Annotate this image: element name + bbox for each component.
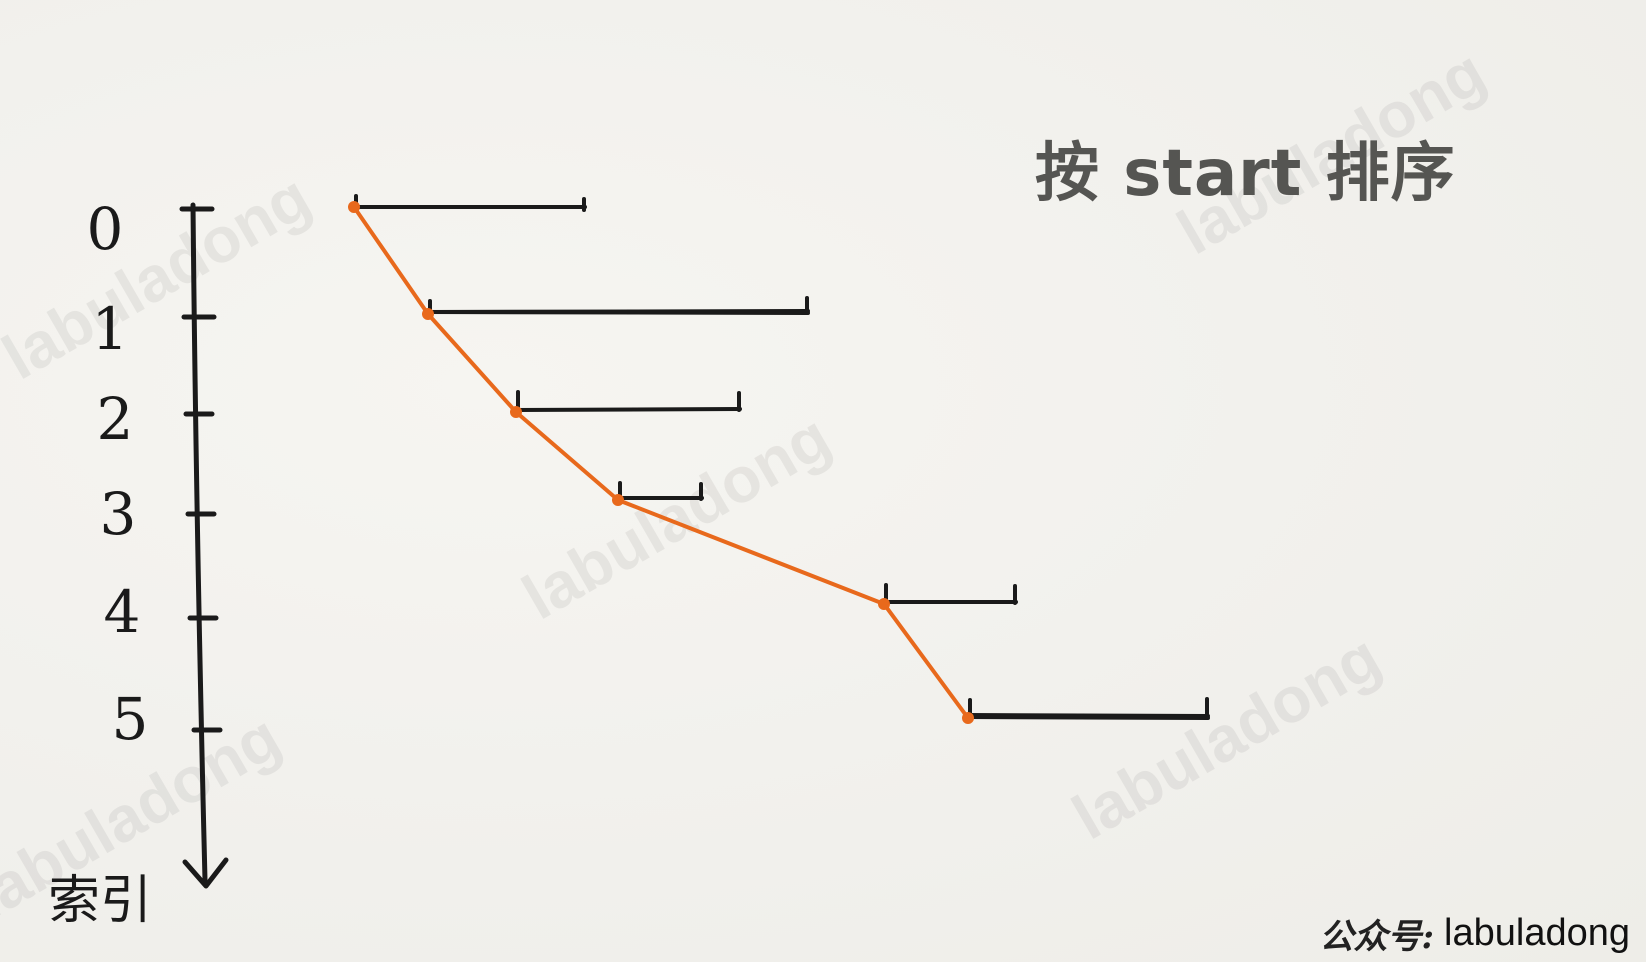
index-label-1: 1 [91,295,129,363]
interval-2 [514,390,742,413]
interval-5 [966,697,1210,720]
interval-1 [426,296,810,316]
axis-label: 索引 [48,871,153,931]
index-label-0: 0 [86,195,124,263]
start-point-0 [348,201,360,213]
start-point-4 [878,598,890,610]
index-label-3: 3 [99,480,137,548]
footer-prefix: 公众号: [1319,916,1435,957]
index-axis-arrowhead [182,857,229,889]
start-point-2 [510,406,522,418]
index-axis-line [190,202,208,883]
index-label-5: 5 [111,685,149,753]
start-point-3 [612,494,624,506]
index-label-2: 2 [96,385,134,453]
index-label-4: 4 [103,578,141,646]
interval-0 [352,194,587,212]
footer-credit: 公众号: labuladong [1319,908,1630,958]
start-point-5 [962,712,974,724]
start-points-path [352,205,970,720]
interval-3 [616,481,704,502]
start-point-1 [422,308,434,320]
diagram-title: 按 start 排序 [1035,137,1456,211]
interval-4 [882,583,1018,605]
footer-name: labuladong [1444,911,1630,954]
